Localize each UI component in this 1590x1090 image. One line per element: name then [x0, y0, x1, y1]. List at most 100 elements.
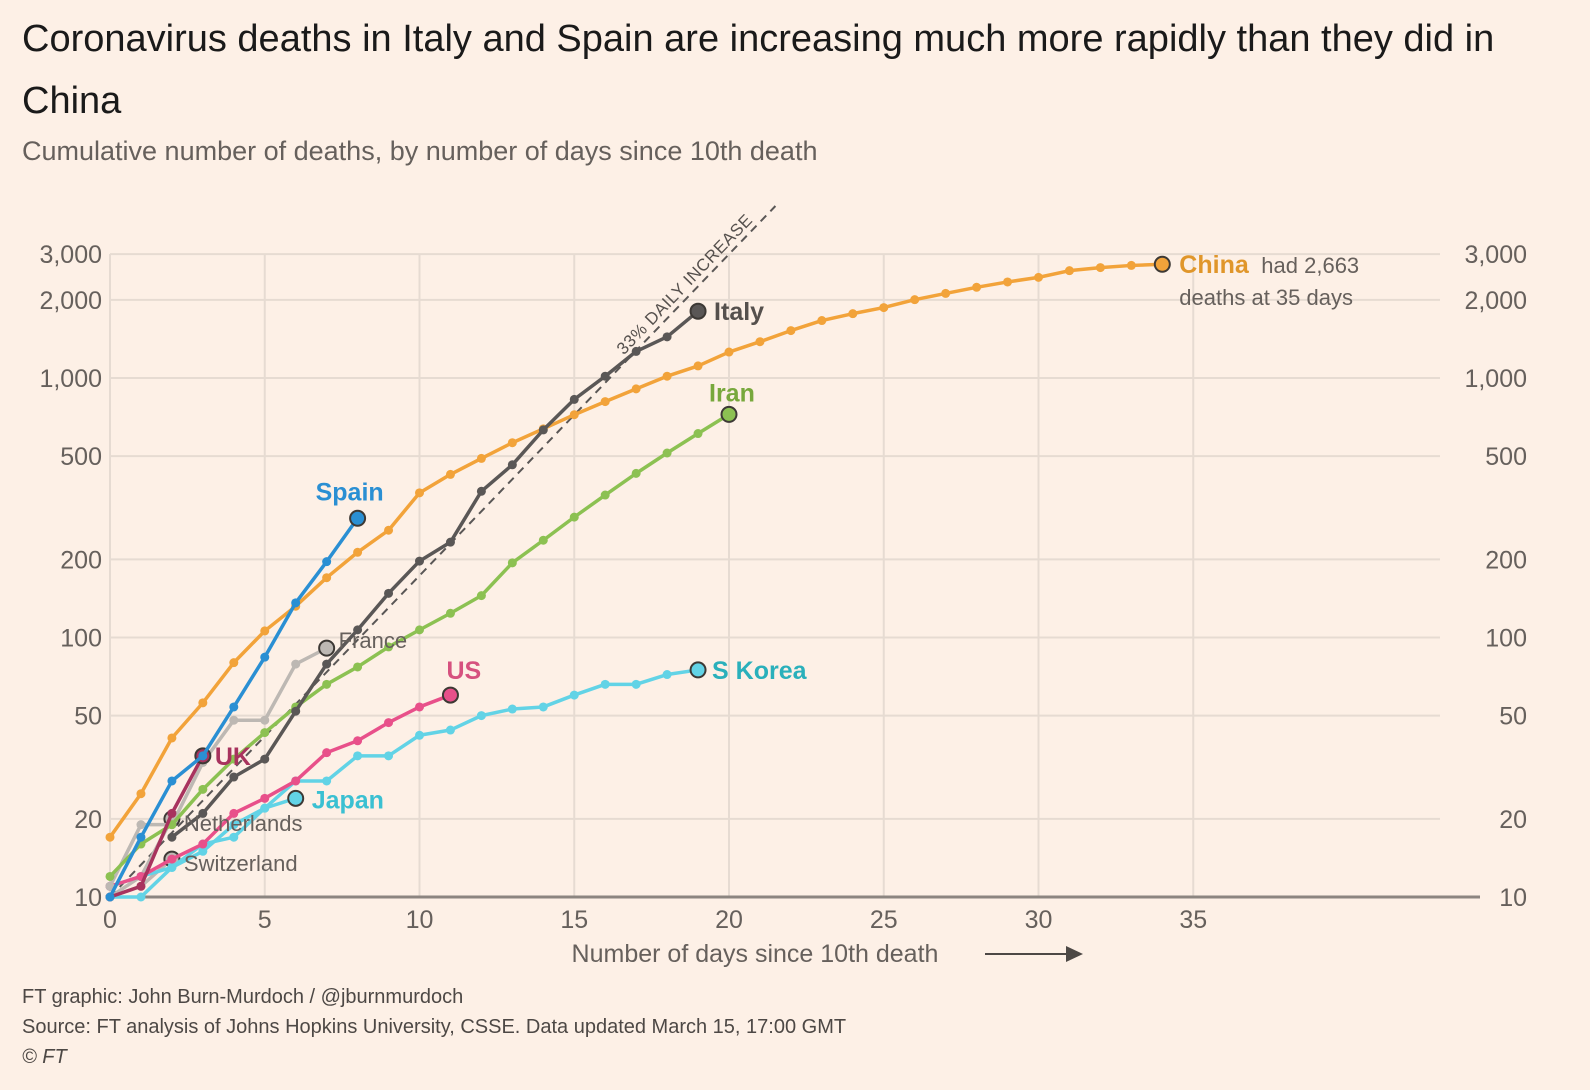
data-point: [662, 332, 672, 342]
series-group: [105, 255, 1171, 902]
data-point-end: [720, 405, 738, 423]
y-axis-left: 10 20 50 100 200 500 1,000 2,000 3,000: [39, 241, 102, 912]
y-tick-label-left: 500: [60, 443, 102, 471]
y-tick-label-right: 3,000: [1464, 241, 1527, 269]
series-s-korea: [105, 661, 707, 891]
data-point: [260, 803, 270, 813]
series-italy: [167, 302, 707, 842]
footer-source: Source: FT analysis of Johns Hopkins Uni…: [22, 1016, 847, 1038]
data-point: [415, 625, 424, 635]
data-point: [229, 772, 239, 782]
series-label-netherlands: Netherlands: [184, 811, 303, 836]
data-point: [260, 793, 270, 803]
gridlines: [109, 253, 1480, 899]
data-point: [198, 808, 208, 818]
data-point: [105, 832, 115, 842]
data-point-end: [689, 302, 707, 320]
data-point: [198, 751, 208, 761]
x-tick-label: 5: [258, 906, 272, 934]
data-point: [353, 662, 363, 672]
data-point: [167, 808, 177, 818]
series-label-italy: Italy: [714, 298, 764, 326]
data-point: [384, 751, 394, 761]
data-point: [136, 789, 146, 799]
data-point: [167, 862, 177, 872]
data-point: [1034, 272, 1043, 282]
data-point: [693, 429, 703, 439]
series-label-iran: Iran: [709, 379, 755, 407]
y-tick-label-right: 200: [1485, 546, 1527, 574]
data-point: [445, 608, 455, 618]
x-axis-arrow-icon: [985, 946, 1083, 962]
data-point: [136, 892, 146, 902]
y-tick-label-right: 10: [1499, 884, 1527, 912]
data-point: [384, 642, 394, 652]
data-point: [569, 410, 579, 420]
y-tick-label-left: 3,000: [39, 241, 102, 269]
data-point: [322, 659, 332, 669]
y-tick-label-left: 20: [74, 806, 102, 834]
data-point: [322, 573, 332, 583]
data-point-end: [318, 639, 336, 657]
data-point: [260, 626, 270, 636]
data-point: [322, 748, 332, 758]
reference-line-label: 33% DAILY INCREASE: [613, 210, 756, 358]
data-point: [941, 288, 951, 298]
y-tick-label-right: 2,000: [1464, 287, 1527, 315]
x-tick-label: 25: [870, 906, 898, 934]
data-point: [631, 468, 641, 478]
x-tick-label: 15: [560, 906, 588, 934]
data-point: [1003, 277, 1013, 287]
data-point: [600, 679, 610, 689]
data-point: [662, 371, 672, 381]
x-tick-label: 35: [1179, 906, 1207, 934]
y-tick-label-left: 2,000: [39, 287, 102, 315]
data-point: [229, 658, 239, 668]
data-point: [291, 598, 301, 608]
footer-credit: FT graphic: John Burn-Murdoch / @jburnmu…: [22, 986, 464, 1008]
data-point: [662, 670, 672, 680]
data-point: [538, 535, 548, 545]
data-point: [167, 832, 177, 842]
y-tick-label-left: 1,000: [39, 365, 102, 393]
series-label-japan: Japan: [312, 786, 384, 814]
data-point: [476, 711, 486, 721]
data-point: [600, 490, 610, 500]
data-point: [538, 425, 548, 435]
data-point: [105, 881, 115, 891]
data-point: [600, 371, 610, 381]
data-point: [476, 591, 486, 601]
series-line: [109, 668, 699, 888]
data-point: [1064, 266, 1074, 276]
chart-title: Coronavirus deaths in Italy and Spain ar…: [22, 18, 1495, 122]
data-point: [229, 808, 239, 818]
data-point: [415, 556, 424, 566]
data-point: [445, 537, 455, 547]
data-point: [136, 881, 146, 891]
data-point: [817, 316, 827, 326]
reference-line-33pct: [109, 205, 777, 898]
data-point: [198, 784, 208, 794]
data-point: [786, 326, 796, 336]
data-point: [662, 448, 672, 458]
data-point: [105, 871, 115, 881]
x-axis-label: Number of days since 10th death: [572, 940, 939, 968]
data-point: [569, 512, 579, 522]
series-us: [105, 686, 459, 891]
data-point: [260, 715, 270, 725]
data-point: [384, 525, 394, 535]
data-point: [755, 337, 765, 347]
series-line: [109, 693, 452, 888]
data-point: [291, 659, 301, 669]
data-point-end: [1153, 255, 1171, 273]
data-point: [415, 702, 424, 712]
china-annotation-line2: deaths at 35 days: [1179, 285, 1353, 310]
data-point: [569, 690, 579, 700]
data-point: [445, 725, 455, 735]
data-point: [229, 715, 239, 725]
data-point: [538, 702, 548, 712]
data-point: [198, 846, 208, 856]
data-point: [353, 751, 363, 761]
data-point: [879, 303, 889, 313]
